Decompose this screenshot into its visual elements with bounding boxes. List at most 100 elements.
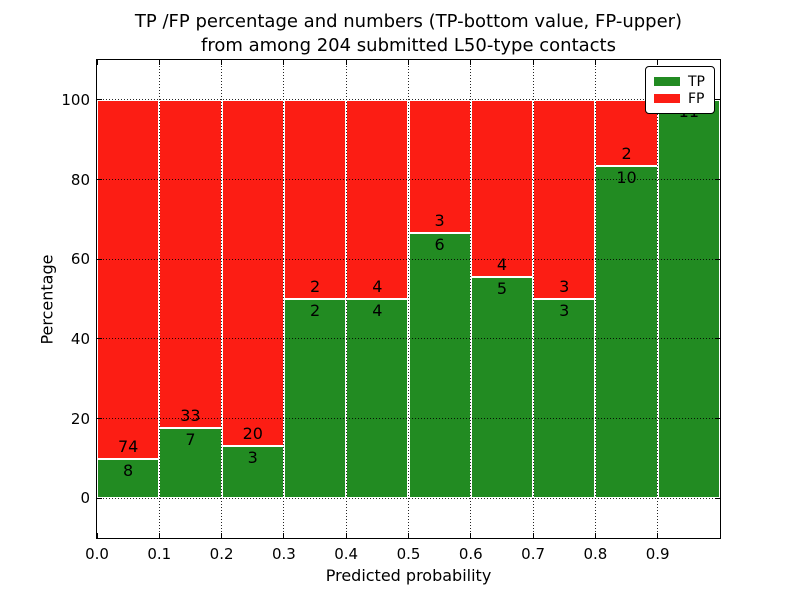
x-tick-mark — [594, 60, 596, 65]
x-tick-mark — [532, 60, 534, 65]
x-axis-label: Predicted probability — [325, 566, 492, 585]
horizontal-gridline — [97, 338, 720, 340]
tp-bar-segment — [346, 299, 409, 499]
tp-bar-segment — [159, 428, 222, 499]
x-tick-label: 0.4 — [334, 545, 359, 563]
y-tick-label: 40 — [70, 329, 90, 348]
fp-count-label: 4 — [496, 254, 508, 274]
vertical-gridline — [283, 60, 285, 538]
plot-area: 748337203224436453321011 — [96, 59, 721, 539]
fp-bar-segment — [283, 99, 347, 299]
fp-count-label: 4 — [372, 277, 383, 296]
x-tick-mark — [345, 60, 347, 65]
y-tick-mark — [715, 497, 720, 499]
legend-item-tp: TP — [654, 73, 706, 90]
x-tick-mark — [657, 533, 659, 538]
x-tick-label: 0.1 — [147, 545, 172, 563]
horizontal-gridline — [97, 497, 720, 499]
y-tick-mark — [715, 258, 720, 260]
x-tick-mark — [470, 60, 472, 65]
fp-count-label: 3 — [434, 210, 445, 230]
legend-item-fp: FP — [654, 90, 706, 107]
tp-count-label: 3 — [247, 448, 258, 468]
y-tick-mark — [97, 258, 102, 260]
x-tick-mark — [283, 60, 285, 65]
x-tick-label: 0.6 — [458, 545, 483, 563]
vertical-gridline — [532, 60, 534, 538]
y-tick-mark — [97, 338, 102, 340]
fp-count-label: 2 — [621, 144, 632, 164]
tp-bar-segment — [408, 232, 471, 499]
vertical-gridline — [594, 60, 596, 538]
vertical-gridline — [657, 60, 659, 538]
fp-bar-segment — [97, 99, 160, 460]
vertical-gridline — [345, 60, 347, 538]
fp-bar-segment — [346, 99, 409, 299]
vertical-gridline — [408, 60, 409, 538]
tp-count-label: 4 — [372, 301, 383, 320]
fp-bar-segment — [533, 99, 596, 299]
x-tick-mark — [221, 533, 223, 538]
vertical-gridline — [221, 60, 223, 538]
chart-title: TP /FP percentage and numbers (TP-bottom… — [97, 10, 720, 58]
tp-count-label: 6 — [434, 234, 445, 254]
y-tick-label: 60 — [70, 250, 90, 269]
y-tick-label: 20 — [70, 409, 90, 428]
x-tick-label: 0.7 — [521, 545, 546, 563]
y-tick-label: 0 — [80, 489, 90, 508]
y-tick-label: 100 — [61, 90, 90, 109]
tp-count-label: 3 — [559, 301, 570, 320]
tp-bar-segment — [97, 459, 160, 499]
tp-count-label: 10 — [616, 168, 637, 188]
y-tick-mark — [97, 99, 102, 101]
fp-count-label: 33 — [180, 406, 201, 426]
x-tick-label: 0.5 — [396, 545, 421, 563]
horizontal-gridline — [97, 179, 720, 180]
vertical-gridline — [158, 60, 160, 538]
y-tick-mark — [715, 99, 720, 101]
tp-swatch-icon — [654, 77, 680, 86]
y-tick-mark — [715, 338, 720, 340]
fp-count-label: 2 — [309, 277, 321, 296]
x-tick-mark — [408, 60, 409, 65]
legend-label-fp: FP — [688, 90, 705, 107]
legend: TP FP — [645, 66, 715, 114]
x-tick-label: 0.8 — [583, 545, 608, 563]
y-tick-mark — [715, 179, 720, 180]
x-tick-mark — [532, 533, 534, 538]
legend-label-tp: TP — [688, 73, 705, 90]
x-tick-mark — [283, 533, 285, 538]
tp-count-label: 7 — [185, 430, 196, 450]
horizontal-gridline — [97, 99, 720, 101]
y-tick-mark — [97, 418, 102, 419]
fp-count-label: 3 — [559, 277, 570, 296]
fp-swatch-icon — [654, 94, 680, 103]
x-tick-label: 0.3 — [271, 545, 296, 563]
y-tick-mark — [715, 418, 720, 419]
horizontal-gridline — [97, 418, 720, 419]
y-tick-label: 80 — [70, 170, 90, 189]
x-tick-mark — [408, 533, 409, 538]
fp-count-label: 74 — [117, 437, 139, 457]
fp-count-label: 20 — [242, 424, 263, 444]
fp-bar-segment — [470, 99, 534, 277]
chart-title-line1: TP /FP percentage and numbers (TP-bottom… — [134, 11, 683, 32]
x-tick-mark — [158, 60, 160, 65]
x-tick-mark — [96, 60, 98, 65]
x-tick-mark — [470, 533, 472, 538]
tp-count-label: 5 — [496, 278, 508, 298]
y-tick-mark — [97, 497, 102, 499]
vertical-gridline — [470, 60, 472, 538]
x-tick-mark — [221, 60, 223, 65]
fp-bar-segment — [408, 99, 471, 233]
tp-bar-segment — [533, 299, 596, 499]
chart-title-line2: from among 204 submitted L50-type contac… — [200, 35, 616, 56]
tp-bar-segment — [595, 166, 658, 499]
tp-bar-segment — [283, 299, 347, 499]
horizontal-gridline — [97, 258, 720, 260]
fp-bar-segment — [221, 99, 284, 447]
x-tick-label: 0.2 — [209, 545, 234, 563]
y-tick-mark — [97, 179, 102, 180]
fp-bar-segment — [159, 99, 222, 429]
